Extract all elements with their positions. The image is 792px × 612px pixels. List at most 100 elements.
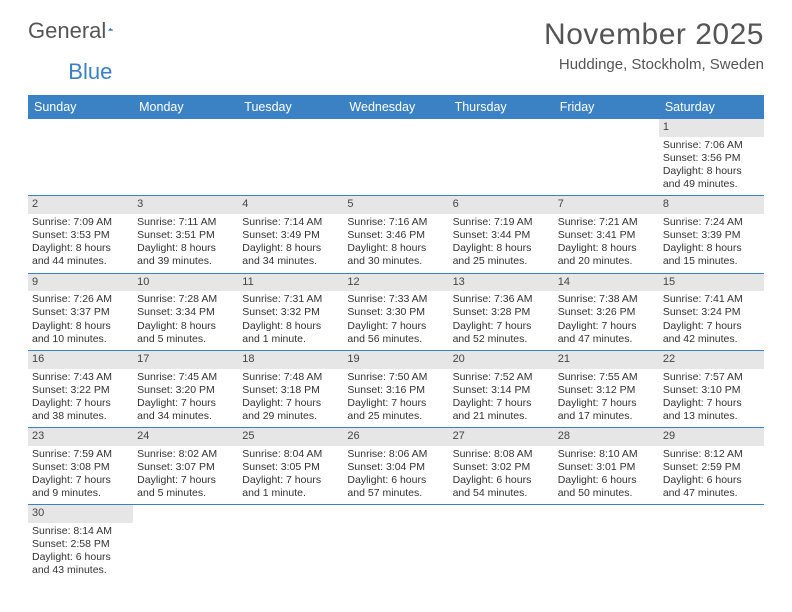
sunset-text: Sunset: 3:01 PM bbox=[558, 461, 655, 474]
sunset-text: Sunset: 3:51 PM bbox=[137, 229, 234, 242]
brand-part2: Blue bbox=[68, 59, 112, 85]
day2-text: and 1 minute. bbox=[242, 333, 339, 346]
sunset-text: Sunset: 3:56 PM bbox=[663, 152, 760, 165]
sunset-text: Sunset: 3:39 PM bbox=[663, 229, 760, 242]
day2-text: and 56 minutes. bbox=[347, 333, 444, 346]
sunrise-text: Sunrise: 7:45 AM bbox=[137, 371, 234, 384]
day-cell: 19Sunrise: 7:50 AMSunset: 3:16 PMDayligh… bbox=[343, 351, 448, 427]
day1-text: Daylight: 7 hours bbox=[453, 397, 550, 410]
day1-text: Daylight: 8 hours bbox=[453, 242, 550, 255]
day-number: 25 bbox=[238, 428, 343, 446]
sunset-text: Sunset: 2:58 PM bbox=[32, 538, 129, 551]
sunrise-text: Sunrise: 8:04 AM bbox=[242, 448, 339, 461]
day-cell: 13Sunrise: 7:36 AMSunset: 3:28 PMDayligh… bbox=[449, 274, 554, 350]
sunrise-text: Sunrise: 7:16 AM bbox=[347, 216, 444, 229]
day1-text: Daylight: 7 hours bbox=[242, 474, 339, 487]
day2-text: and 15 minutes. bbox=[663, 255, 760, 268]
day-cell: 14Sunrise: 7:38 AMSunset: 3:26 PMDayligh… bbox=[554, 274, 659, 350]
day-cell: 21Sunrise: 7:55 AMSunset: 3:12 PMDayligh… bbox=[554, 351, 659, 427]
sunset-text: Sunset: 3:20 PM bbox=[137, 384, 234, 397]
weekday-header: Wednesday bbox=[343, 95, 448, 119]
day-number: 9 bbox=[28, 274, 133, 292]
day-number: 17 bbox=[133, 351, 238, 369]
week-row: 23Sunrise: 7:59 AMSunset: 3:08 PMDayligh… bbox=[28, 428, 764, 505]
weekday-header: Tuesday bbox=[238, 95, 343, 119]
day-cell: 15Sunrise: 7:41 AMSunset: 3:24 PMDayligh… bbox=[659, 274, 764, 350]
day2-text: and 5 minutes. bbox=[137, 333, 234, 346]
day2-text: and 25 minutes. bbox=[347, 410, 444, 423]
day-number: 20 bbox=[449, 351, 554, 369]
sail-icon bbox=[108, 20, 113, 38]
day-cell: 24Sunrise: 8:02 AMSunset: 3:07 PMDayligh… bbox=[133, 428, 238, 504]
sunset-text: Sunset: 3:49 PM bbox=[242, 229, 339, 242]
sunrise-text: Sunrise: 7:33 AM bbox=[347, 293, 444, 306]
day-cell: 20 Sunrise: 7:52 AMSunset: 3:14 PMDayligh… bbox=[449, 351, 554, 427]
brand-logo: General bbox=[28, 18, 134, 44]
weekday-header: Monday bbox=[133, 95, 238, 119]
day2-text: and 42 minutes. bbox=[663, 333, 760, 346]
day-cell bbox=[449, 119, 554, 195]
day2-text: and 49 minutes. bbox=[663, 178, 760, 191]
day-cell: 7Sunrise: 7:21 AMSunset: 3:41 PMDaylight… bbox=[554, 196, 659, 272]
sunrise-text: Sunrise: 7:09 AM bbox=[32, 216, 129, 229]
sunrise-text: Sunrise: 8:02 AM bbox=[137, 448, 234, 461]
sunset-text: Sunset: 3:28 PM bbox=[453, 306, 550, 319]
day-number: 29 bbox=[659, 428, 764, 446]
day1-text: Daylight: 7 hours bbox=[453, 320, 550, 333]
sunrise-text: Sunrise: 8:06 AM bbox=[347, 448, 444, 461]
day1-text: Daylight: 7 hours bbox=[32, 397, 129, 410]
day-number: 8 bbox=[659, 196, 764, 214]
sunrise-text: Sunrise: 7:14 AM bbox=[242, 216, 339, 229]
day-number: 3 bbox=[133, 196, 238, 214]
sunrise-text: Sunrise: 7:38 AM bbox=[558, 293, 655, 306]
sunrise-text: Sunrise: 7:24 AM bbox=[663, 216, 760, 229]
day-number: 2 bbox=[28, 196, 133, 214]
sunrise-text: Sunrise: 8:08 AM bbox=[453, 448, 550, 461]
sunset-text: Sunset: 3:46 PM bbox=[347, 229, 444, 242]
day-cell: 12Sunrise: 7:33 AMSunset: 3:30 PMDayligh… bbox=[343, 274, 448, 350]
day2-text: and 52 minutes. bbox=[453, 333, 550, 346]
day-cell: 4Sunrise: 7:14 AMSunset: 3:49 PMDaylight… bbox=[238, 196, 343, 272]
week-row: 16Sunrise: 7:43 AMSunset: 3:22 PMDayligh… bbox=[28, 351, 764, 428]
day1-text: Daylight: 7 hours bbox=[347, 320, 444, 333]
day1-text: Daylight: 8 hours bbox=[32, 242, 129, 255]
week-row: 2Sunrise: 7:09 AMSunset: 3:53 PMDaylight… bbox=[28, 196, 764, 273]
day2-text: and 44 minutes. bbox=[32, 255, 129, 268]
calendar-grid: Sunday Monday Tuesday Wednesday Thursday… bbox=[28, 95, 764, 582]
day2-text: and 13 minutes. bbox=[663, 410, 760, 423]
sunset-text: Sunset: 3:18 PM bbox=[242, 384, 339, 397]
day2-text: and 25 minutes. bbox=[453, 255, 550, 268]
day1-text: Daylight: 8 hours bbox=[242, 320, 339, 333]
day-number: 22 bbox=[659, 351, 764, 369]
weeks-container: 1Sunrise: 7:06 AMSunset: 3:56 PMDaylight… bbox=[28, 119, 764, 582]
sunrise-text: Sunrise: 8:10 AM bbox=[558, 448, 655, 461]
sunrise-text: Sunrise: 7:55 AM bbox=[558, 371, 655, 384]
sunrise-text: Sunrise: 7:50 AM bbox=[347, 371, 444, 384]
day-number: 21 bbox=[554, 351, 659, 369]
day1-text: Daylight: 8 hours bbox=[137, 320, 234, 333]
day1-text: Daylight: 7 hours bbox=[558, 320, 655, 333]
day-number: 30 bbox=[28, 505, 133, 523]
sunset-text: Sunset: 3:02 PM bbox=[453, 461, 550, 474]
day2-text: and 29 minutes. bbox=[242, 410, 339, 423]
sunrise-text: Sunrise: 7:57 AM bbox=[663, 371, 760, 384]
day-cell: 9Sunrise: 7:26 AMSunset: 3:37 PMDaylight… bbox=[28, 274, 133, 350]
day-number: 7 bbox=[554, 196, 659, 214]
sunset-text: Sunset: 3:22 PM bbox=[32, 384, 129, 397]
sunset-text: Sunset: 3:41 PM bbox=[558, 229, 655, 242]
sunset-text: Sunset: 3:08 PM bbox=[32, 461, 129, 474]
day1-text: Daylight: 8 hours bbox=[32, 320, 129, 333]
weekday-header: Friday bbox=[554, 95, 659, 119]
weekday-header: Sunday bbox=[28, 95, 133, 119]
sunrise-text: Sunrise: 7:52 AM bbox=[453, 371, 550, 384]
day2-text: and 47 minutes. bbox=[558, 333, 655, 346]
day-cell: 18Sunrise: 7:48 AMSunset: 3:18 PMDayligh… bbox=[238, 351, 343, 427]
day-cell: 22Sunrise: 7:57 AMSunset: 3:10 PMDayligh… bbox=[659, 351, 764, 427]
day1-text: Daylight: 7 hours bbox=[347, 397, 444, 410]
day-cell bbox=[238, 119, 343, 195]
day2-text: and 1 minute. bbox=[242, 487, 339, 500]
sunset-text: Sunset: 3:16 PM bbox=[347, 384, 444, 397]
sunrise-text: Sunrise: 7:59 AM bbox=[32, 448, 129, 461]
sunset-text: Sunset: 3:14 PM bbox=[453, 384, 550, 397]
day-cell: 17Sunrise: 7:45 AMSunset: 3:20 PMDayligh… bbox=[133, 351, 238, 427]
